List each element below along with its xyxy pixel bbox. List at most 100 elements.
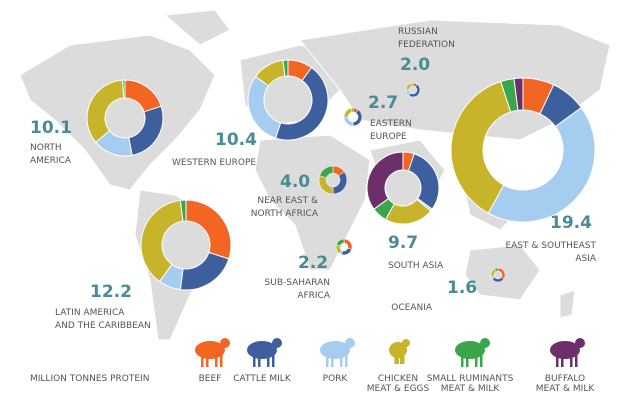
donut-segment [450, 80, 512, 214]
region-total: 10.4 [215, 130, 257, 150]
region-name: EUROPE [370, 132, 407, 142]
region-name: EAST & SOUTHEAST [506, 241, 597, 251]
region-name: WESTERN EUROPE [172, 158, 256, 168]
donut-chart: 2.2 SUB-SAHARAN AFRICA [265, 238, 353, 301]
legend-icon [345, 338, 355, 348]
region-name: AND THE CARIBBEAN [55, 321, 151, 331]
legend-sublabel: MEAT & MILK [536, 384, 596, 394]
donut-chart: 2.7 EASTERN EUROPE [343, 93, 412, 142]
legend-sublabel: MEAT & MILK [441, 384, 501, 394]
legend-icon [331, 355, 334, 367]
legend-label: PORK [323, 374, 349, 384]
region-name: FEDERATION [398, 40, 455, 50]
legend-icon [247, 341, 277, 359]
legend-icon [556, 355, 559, 367]
legend-item: CATTLE MILK [233, 338, 292, 384]
donut-chart: 10.1 NORTH AMERICA [30, 79, 164, 166]
region-total: 19.4 [550, 213, 592, 233]
donut-chart: 1.6 OCEANIA [391, 267, 506, 313]
legend-label: CHICKEN [378, 374, 418, 384]
legend-icon [258, 355, 261, 367]
legend-icon [400, 355, 403, 364]
donut-segment [343, 116, 354, 127]
legend-label: CATTLE MILK [233, 374, 292, 384]
legend-icon [340, 355, 343, 367]
legend-icon [480, 338, 490, 348]
region-total: 2.2 [298, 253, 328, 273]
legend-label: BUFFALO [545, 374, 585, 384]
legend-icon [466, 355, 469, 367]
legend-icon [326, 355, 329, 367]
donut-segment [513, 77, 524, 111]
legend-icon [570, 355, 573, 367]
region-name: SOUTH ASIA [388, 261, 444, 271]
region-total: 1.6 [447, 278, 477, 298]
legend-icon [345, 355, 348, 367]
legend-icon [220, 355, 223, 367]
legend-icon [402, 339, 410, 347]
legend-icon [402, 355, 405, 364]
donut-segment [494, 267, 499, 272]
region-total: 12.2 [90, 282, 132, 302]
legend-label: SMALL RUMINANTS [427, 374, 514, 384]
donut-segment [366, 151, 404, 210]
donut-chart: 12.2 LATIN AMERICA AND THE CARIBBEAN [55, 199, 232, 331]
legend-icon [550, 341, 580, 359]
legend-icon [320, 341, 350, 359]
donut-segment [179, 199, 187, 222]
legend-icon [475, 355, 478, 367]
donut-segment [319, 165, 334, 179]
legend-icon [480, 355, 483, 367]
legend-icon [215, 355, 218, 367]
legend-label: BEEF [199, 374, 222, 384]
region-name: SUB-SAHARAN [265, 278, 330, 288]
legend-icon [201, 355, 204, 367]
legend-icon [394, 355, 397, 364]
legend-icon [455, 341, 485, 359]
donut-chart: 4.0 NEAR EAST & NORTH AFRICA [251, 165, 348, 219]
region-total: 10.1 [30, 118, 72, 138]
legend-item: PORK [320, 338, 355, 384]
legend-icon [195, 341, 225, 359]
legend-icon [575, 338, 585, 348]
region-name: OCEANIA [391, 303, 433, 313]
legend-icon [253, 355, 256, 367]
region-total: 9.7 [388, 233, 418, 253]
region-name: EASTERN [370, 119, 412, 129]
donut-segment [343, 238, 353, 250]
legend-icon [272, 355, 275, 367]
legend-icon [389, 342, 407, 358]
donut-segment [140, 199, 184, 283]
donut-chart: 10.4 WESTERN EUROPE [172, 59, 329, 168]
legend-icon [561, 355, 564, 367]
region-name: ASIA [575, 254, 597, 264]
legend-icon [272, 338, 282, 348]
donut-segment [343, 107, 353, 118]
legend-icon [267, 355, 270, 367]
legend-icon [461, 355, 464, 367]
legend-icon [575, 355, 578, 367]
region-total: 4.0 [280, 172, 310, 192]
region-name: NORTH [30, 143, 62, 153]
donut-chart: 2.0 RUSSIAN FEDERATION [398, 27, 455, 98]
donut-segment [86, 79, 125, 143]
donut-segment [122, 79, 126, 99]
unit-label: MILLION TONNES PROTEIN [30, 374, 149, 384]
region-name: RUSSIAN [398, 27, 438, 37]
legend-item: BEEF [195, 338, 230, 384]
legend-icon [220, 338, 230, 348]
donut-segment [282, 59, 289, 77]
donut-segment [411, 82, 414, 87]
donut-segment [275, 66, 329, 141]
donut-segment [351, 107, 354, 113]
donut-segment [487, 106, 596, 223]
region-total: 2.7 [368, 93, 398, 113]
legend-icon [396, 355, 399, 364]
region-name: NEAR EAST & [257, 196, 318, 206]
region-name: AFRICA [297, 291, 331, 301]
legend-sublabel: MEAT & EGGS [367, 384, 430, 394]
legend-icon [206, 355, 209, 367]
